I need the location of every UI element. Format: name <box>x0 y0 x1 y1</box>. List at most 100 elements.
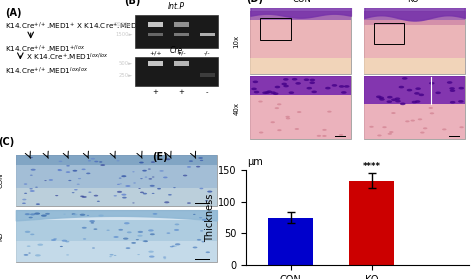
Ellipse shape <box>430 112 434 114</box>
Ellipse shape <box>117 184 120 185</box>
Ellipse shape <box>122 197 127 199</box>
Text: 10x: 10x <box>233 35 239 48</box>
Ellipse shape <box>183 175 187 176</box>
Ellipse shape <box>283 78 289 81</box>
Ellipse shape <box>173 187 176 188</box>
Bar <box>174 61 189 66</box>
Ellipse shape <box>285 116 290 118</box>
Ellipse shape <box>274 86 280 88</box>
Text: +/-: +/- <box>176 50 186 56</box>
Ellipse shape <box>382 126 387 128</box>
Ellipse shape <box>114 255 117 256</box>
Bar <box>148 33 163 37</box>
Ellipse shape <box>262 92 268 94</box>
Ellipse shape <box>132 171 135 172</box>
Ellipse shape <box>88 160 91 162</box>
Ellipse shape <box>391 98 397 101</box>
Ellipse shape <box>289 91 294 94</box>
Ellipse shape <box>327 111 332 113</box>
Ellipse shape <box>119 183 122 184</box>
Ellipse shape <box>199 217 202 218</box>
Ellipse shape <box>44 180 47 181</box>
Text: KO: KO <box>408 0 419 4</box>
Ellipse shape <box>164 258 166 259</box>
Ellipse shape <box>77 184 80 185</box>
Ellipse shape <box>418 118 422 120</box>
Ellipse shape <box>369 126 374 128</box>
Ellipse shape <box>332 84 337 87</box>
Ellipse shape <box>36 203 40 205</box>
Ellipse shape <box>174 229 179 231</box>
Text: (B): (B) <box>124 0 141 6</box>
Ellipse shape <box>142 240 146 242</box>
Ellipse shape <box>121 175 127 177</box>
Ellipse shape <box>80 196 84 197</box>
Ellipse shape <box>187 202 191 204</box>
Ellipse shape <box>415 100 420 103</box>
Ellipse shape <box>317 135 321 137</box>
Ellipse shape <box>126 247 130 249</box>
Ellipse shape <box>30 213 35 215</box>
Ellipse shape <box>82 227 87 229</box>
Ellipse shape <box>30 190 35 192</box>
Ellipse shape <box>304 78 310 81</box>
Bar <box>250 20 351 58</box>
Ellipse shape <box>123 237 128 240</box>
Bar <box>135 57 218 86</box>
Ellipse shape <box>378 97 384 99</box>
Ellipse shape <box>415 87 421 90</box>
Bar <box>365 76 465 104</box>
Ellipse shape <box>410 120 415 122</box>
Ellipse shape <box>49 179 53 181</box>
Ellipse shape <box>172 246 175 247</box>
Bar <box>365 11 465 74</box>
Bar <box>16 241 217 262</box>
Ellipse shape <box>118 229 123 231</box>
Ellipse shape <box>66 171 70 173</box>
Ellipse shape <box>447 81 453 84</box>
Ellipse shape <box>282 83 287 85</box>
Text: (D): (D) <box>246 0 263 4</box>
Ellipse shape <box>107 230 109 231</box>
Ellipse shape <box>99 215 104 217</box>
Ellipse shape <box>295 128 299 130</box>
Text: 2000►: 2000► <box>115 22 133 27</box>
Ellipse shape <box>82 169 86 170</box>
Ellipse shape <box>31 169 36 171</box>
Text: +: + <box>153 89 158 95</box>
Bar <box>200 73 215 77</box>
Ellipse shape <box>127 231 132 233</box>
Ellipse shape <box>143 193 147 194</box>
Ellipse shape <box>94 161 99 162</box>
Ellipse shape <box>68 180 72 181</box>
Ellipse shape <box>168 194 172 196</box>
Ellipse shape <box>25 231 30 233</box>
Bar <box>174 22 189 27</box>
Ellipse shape <box>24 183 27 185</box>
Ellipse shape <box>86 172 91 174</box>
Ellipse shape <box>51 239 56 241</box>
Ellipse shape <box>109 254 114 256</box>
Ellipse shape <box>145 177 147 178</box>
Ellipse shape <box>274 107 279 109</box>
Ellipse shape <box>297 111 301 113</box>
Ellipse shape <box>266 90 272 93</box>
Text: lnt.P: lnt.P <box>168 3 185 11</box>
Ellipse shape <box>125 185 130 187</box>
Bar <box>260 18 291 40</box>
Ellipse shape <box>322 135 327 137</box>
Ellipse shape <box>121 194 127 196</box>
Ellipse shape <box>66 254 69 256</box>
Ellipse shape <box>53 238 57 240</box>
Ellipse shape <box>339 134 343 136</box>
Ellipse shape <box>459 126 464 128</box>
Ellipse shape <box>277 129 282 131</box>
Ellipse shape <box>344 85 349 88</box>
Ellipse shape <box>174 246 177 247</box>
Ellipse shape <box>206 251 210 253</box>
Ellipse shape <box>411 101 417 104</box>
Ellipse shape <box>376 95 382 98</box>
Ellipse shape <box>399 86 404 88</box>
Text: -/-: -/- <box>204 50 210 56</box>
Ellipse shape <box>175 243 181 246</box>
